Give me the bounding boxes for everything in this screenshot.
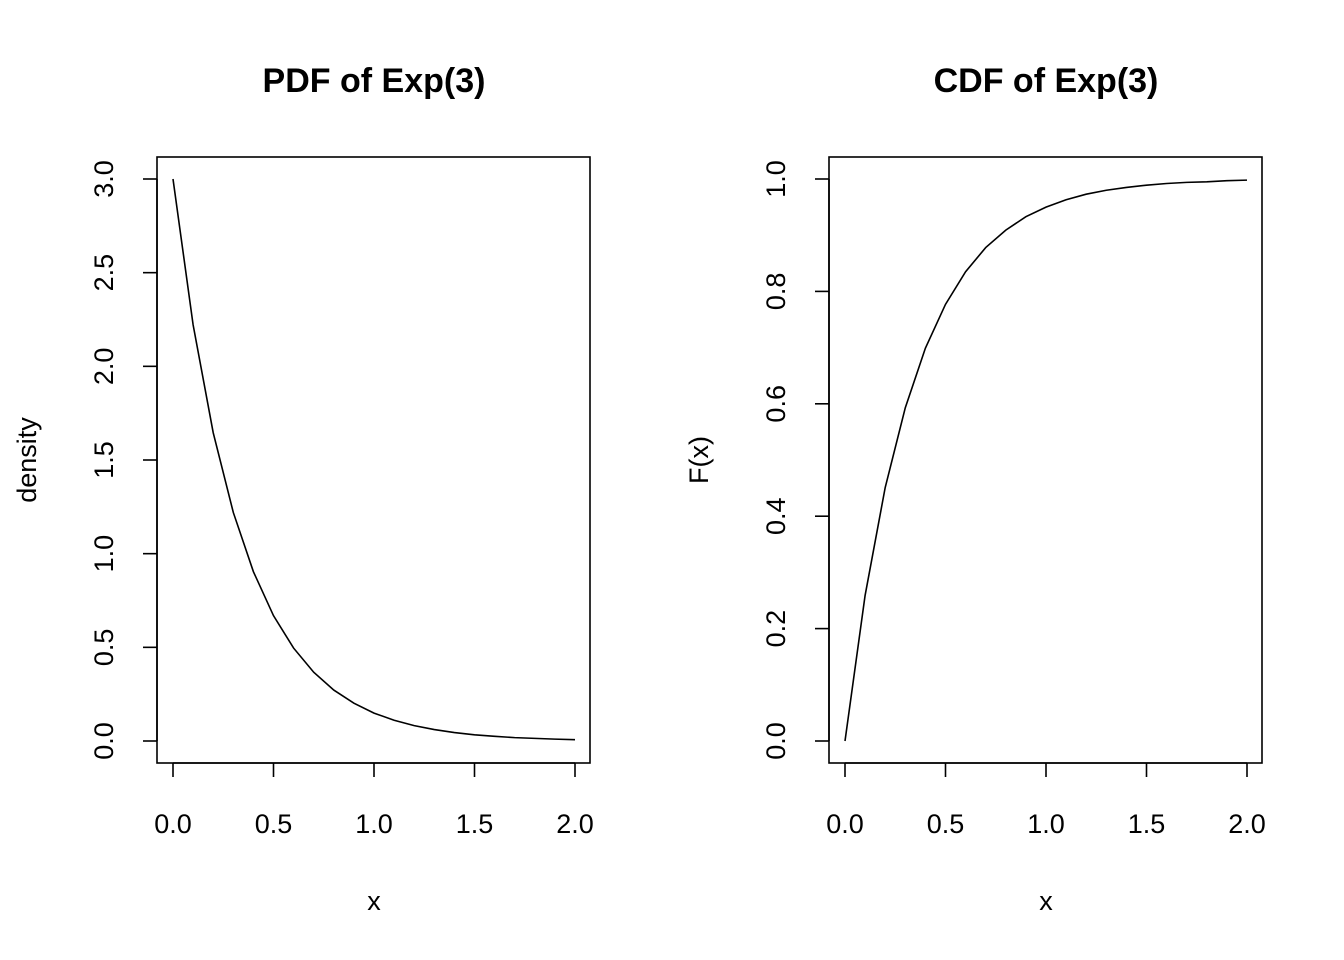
cdf-y-tick-label: 0.8: [761, 273, 791, 311]
cdf-y-tick-label: 0.0: [761, 722, 791, 760]
cdf-y-tick-label: 0.2: [761, 610, 791, 648]
pdf-y-tick-label: 0.5: [89, 629, 119, 667]
cdf-y-axis-label: F(x): [684, 436, 714, 484]
pdf-x-axis-label: x: [367, 886, 381, 916]
pdf-y-axis: 0.0 0.5 1.0 1.5 2.0 2.5 3.0: [89, 160, 158, 760]
pdf-title: PDF of Exp(3): [263, 62, 486, 100]
pdf-y-tick-label: 1.0: [89, 535, 119, 573]
cdf-title: CDF of Exp(3): [934, 62, 1159, 100]
cdf-series-line: [844, 179, 1248, 742]
cdf-x-tick-label: 2.0: [1228, 809, 1266, 839]
pdf-panel: PDF of Exp(3) x density 0.0 0.5 1.0 1.5 2.0 …: [12, 62, 594, 916]
cdf-y-tick-label: 1.0: [761, 160, 791, 198]
pdf-series-line: [172, 178, 576, 741]
cdf-x-tick-label: 1.5: [1128, 809, 1166, 839]
pdf-plot-frame: [156, 156, 591, 764]
pdf-x-axis: 0.0 0.5 1.0 1.5 2.0: [154, 762, 594, 839]
pdf-y-tick-label: 3.0: [89, 160, 119, 198]
cdf-x-axis: 0.0 0.5 1.0 1.5 2.0: [826, 762, 1266, 839]
pdf-x-tick-label: 0.5: [255, 809, 293, 839]
cdf-y-tick-label: 0.6: [761, 385, 791, 423]
cdf-y-axis: 0.0 0.2 0.4 0.6 0.8 1.0: [761, 160, 830, 760]
pdf-x-tick-label: 1.5: [456, 809, 494, 839]
cdf-y-tick-label: 0.4: [761, 497, 791, 535]
pdf-y-tick-label: 2.0: [89, 348, 119, 386]
pdf-y-tick-label: 1.5: [89, 441, 119, 479]
pdf-y-tick-label: 0.0: [89, 722, 119, 760]
pdf-x-tick-label: 2.0: [556, 809, 594, 839]
cdf-series: [844, 179, 1248, 742]
cdf-x-tick-label: 1.0: [1027, 809, 1065, 839]
pdf-y-axis-label: density: [12, 417, 42, 503]
pdf-x-tick-label: 0.0: [154, 809, 192, 839]
cdf-x-tick-label: 0.0: [826, 809, 864, 839]
cdf-x-tick-label: 0.5: [927, 809, 965, 839]
pdf-y-tick-label: 2.5: [89, 254, 119, 292]
cdf-panel: CDF of Exp(3) x F(x) 0.0 0.5 1.0 1.5 2.0 0.0…: [684, 62, 1266, 916]
pdf-series: [172, 178, 576, 741]
pdf-x-tick-label: 1.0: [355, 809, 393, 839]
cdf-x-axis-label: x: [1039, 886, 1053, 916]
cdf-plot-frame: [828, 156, 1263, 764]
